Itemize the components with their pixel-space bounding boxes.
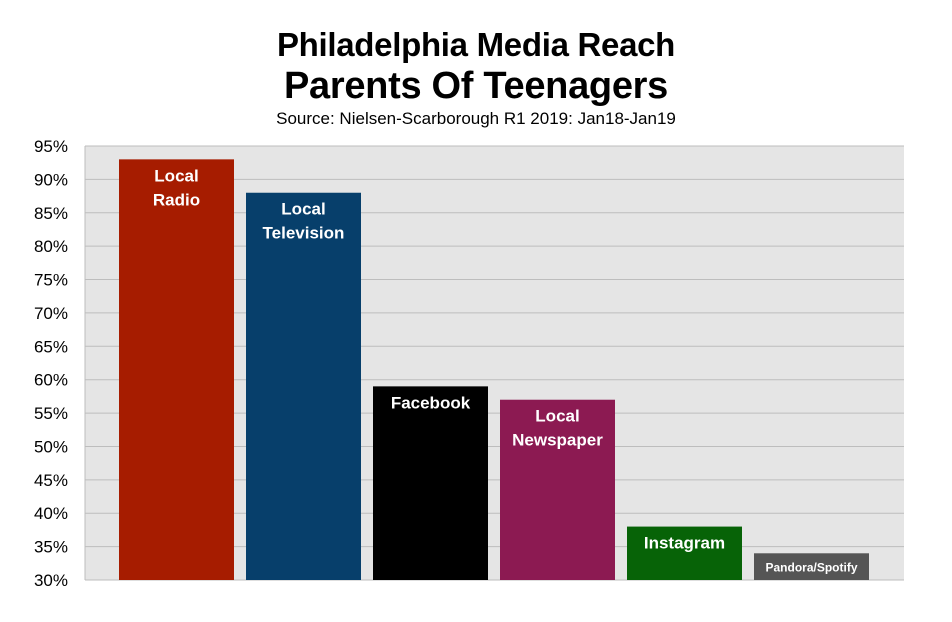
bar-label: Pandora/Spotify <box>765 560 857 574</box>
y-tick-label: 80% <box>34 237 68 256</box>
y-tick-label: 75% <box>34 271 68 290</box>
bar-label: Local <box>154 166 198 185</box>
bar-label: Local <box>281 200 325 219</box>
y-tick-label: 85% <box>34 204 68 223</box>
y-tick-label: 40% <box>34 504 68 523</box>
y-tick-label: 45% <box>34 471 68 490</box>
bar-local-newspaper <box>500 399 615 580</box>
y-tick-label: 90% <box>34 170 68 189</box>
chart-title: Philadelphia Media Reach <box>276 26 676 63</box>
bar-local-television <box>246 192 361 580</box>
chart-header: Philadelphia Media Reach Parents Of Teen… <box>0 26 952 130</box>
y-tick-label: 50% <box>34 437 68 456</box>
chart-source: Source: Nielsen-Scarborough R1 2019: Jan… <box>276 109 676 128</box>
bar-label: Television <box>263 224 345 243</box>
bar-label: Radio <box>153 190 200 209</box>
y-tick-label: 70% <box>34 304 68 323</box>
y-tick-label: 30% <box>34 571 68 590</box>
y-tick-label: 55% <box>34 404 68 423</box>
bar-facebook <box>373 386 488 580</box>
bar-label: Instagram <box>644 534 725 553</box>
y-tick-label: 60% <box>34 371 68 390</box>
y-tick-label: 95% <box>34 137 68 156</box>
chart-subtitle: Parents Of Teenagers <box>283 65 668 107</box>
bar-local-radio <box>119 159 234 580</box>
bar-label: Facebook <box>391 393 471 412</box>
y-tick-label: 35% <box>34 538 68 557</box>
bar-instagram <box>627 526 742 580</box>
y-tick-label: 65% <box>34 337 68 356</box>
bar-label: Newspaper <box>512 431 603 450</box>
bar-label: Local <box>535 407 579 426</box>
bar-pandora-spotify <box>754 553 869 580</box>
